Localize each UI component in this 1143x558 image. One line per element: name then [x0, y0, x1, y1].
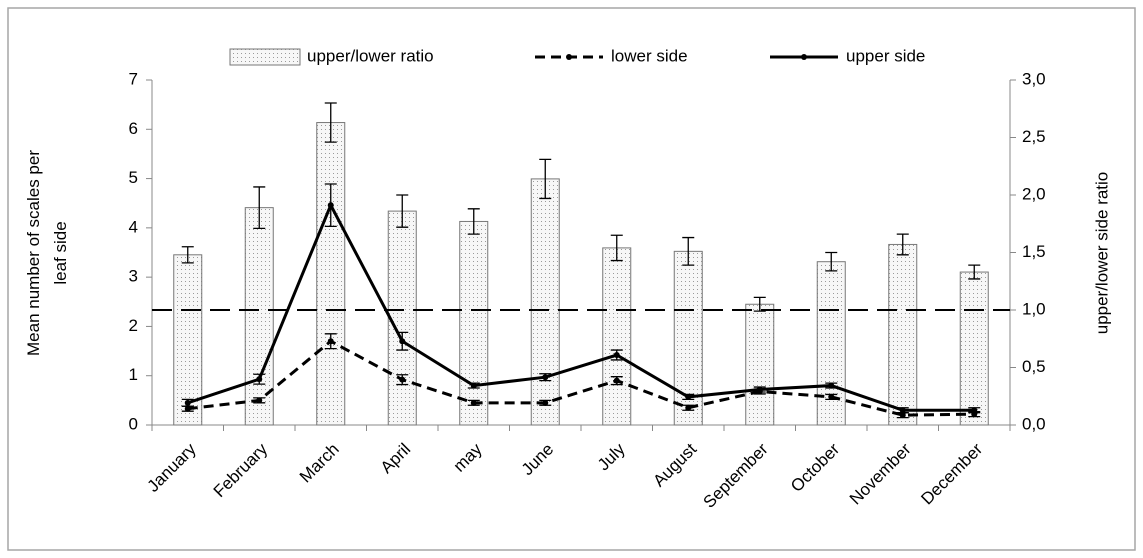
y-tick-label: 1 [129, 365, 138, 384]
error-bar [968, 264, 981, 280]
error-bar [467, 208, 480, 235]
legend-swatch [229, 48, 301, 66]
error-bar [467, 399, 480, 406]
error-bar [539, 158, 552, 200]
y2-tick-label: 2,0 [1022, 184, 1046, 203]
error-bar [610, 234, 623, 262]
bar [959, 271, 989, 426]
error-bar [825, 382, 838, 389]
error-bar [324, 333, 337, 350]
legend-label: lower side [611, 46, 688, 65]
error-bar [610, 376, 623, 386]
y-axis-title-line: Mean number of scales per [24, 150, 43, 356]
error-bar [396, 374, 409, 386]
error-bar [610, 349, 623, 361]
error-bar [753, 296, 766, 312]
line [187, 201, 975, 412]
legend-swatch-point [801, 54, 807, 60]
error-bar [825, 251, 838, 272]
y-tick-label: 5 [129, 168, 138, 187]
error-bar [396, 331, 409, 351]
y2-tick-label: 1,5 [1022, 242, 1046, 261]
bar [888, 243, 918, 426]
bar [602, 247, 632, 426]
y2-axis-title: upper/lower side ratio [1092, 172, 1111, 335]
y2-tick-label: 0,0 [1022, 414, 1046, 433]
y-tick-label: 7 [129, 69, 138, 88]
error-bar [753, 386, 766, 393]
error-bar [324, 183, 337, 228]
error-bar [682, 393, 695, 401]
legend-label: upper side [846, 46, 925, 65]
y-axis-title: Mean number of scales per leaf side [24, 150, 70, 356]
error-bar [396, 194, 409, 228]
legend-swatch-point [566, 54, 572, 60]
error-bar [682, 236, 695, 266]
bar [459, 220, 489, 426]
error-bar [181, 246, 194, 264]
bar [173, 254, 203, 426]
bar [316, 122, 346, 426]
y2-tick-label: 0,5 [1022, 357, 1046, 376]
bar [387, 210, 417, 426]
bar [816, 261, 846, 426]
y-tick-label: 0 [129, 414, 138, 433]
bar [530, 178, 560, 426]
y2-tick-label: 3,0 [1022, 69, 1046, 88]
error-bar [825, 393, 838, 401]
y2-tick-label: 1,0 [1022, 299, 1046, 318]
y2-tick-label: 2,5 [1022, 127, 1046, 146]
bar [745, 303, 775, 426]
y-tick-label: 4 [129, 217, 138, 236]
error-bar [968, 407, 981, 414]
legend-label: upper/lower ratio [307, 46, 434, 65]
y-tick-label: 2 [129, 316, 138, 335]
y-tick-label: 3 [129, 267, 138, 286]
error-bar [253, 186, 266, 229]
y-axis-title-line: leaf side [51, 221, 70, 284]
error-bar [181, 398, 194, 407]
error-bar [682, 404, 695, 411]
error-bar [896, 407, 909, 414]
error-bar [253, 373, 266, 385]
error-bar [324, 102, 337, 143]
y-tick-label: 6 [129, 119, 138, 138]
error-bar [896, 233, 909, 256]
error-bar [539, 373, 552, 382]
error-bar [253, 397, 266, 404]
error-bar [539, 399, 552, 406]
line [187, 339, 975, 417]
bar [244, 207, 274, 426]
error-bar [467, 382, 480, 389]
